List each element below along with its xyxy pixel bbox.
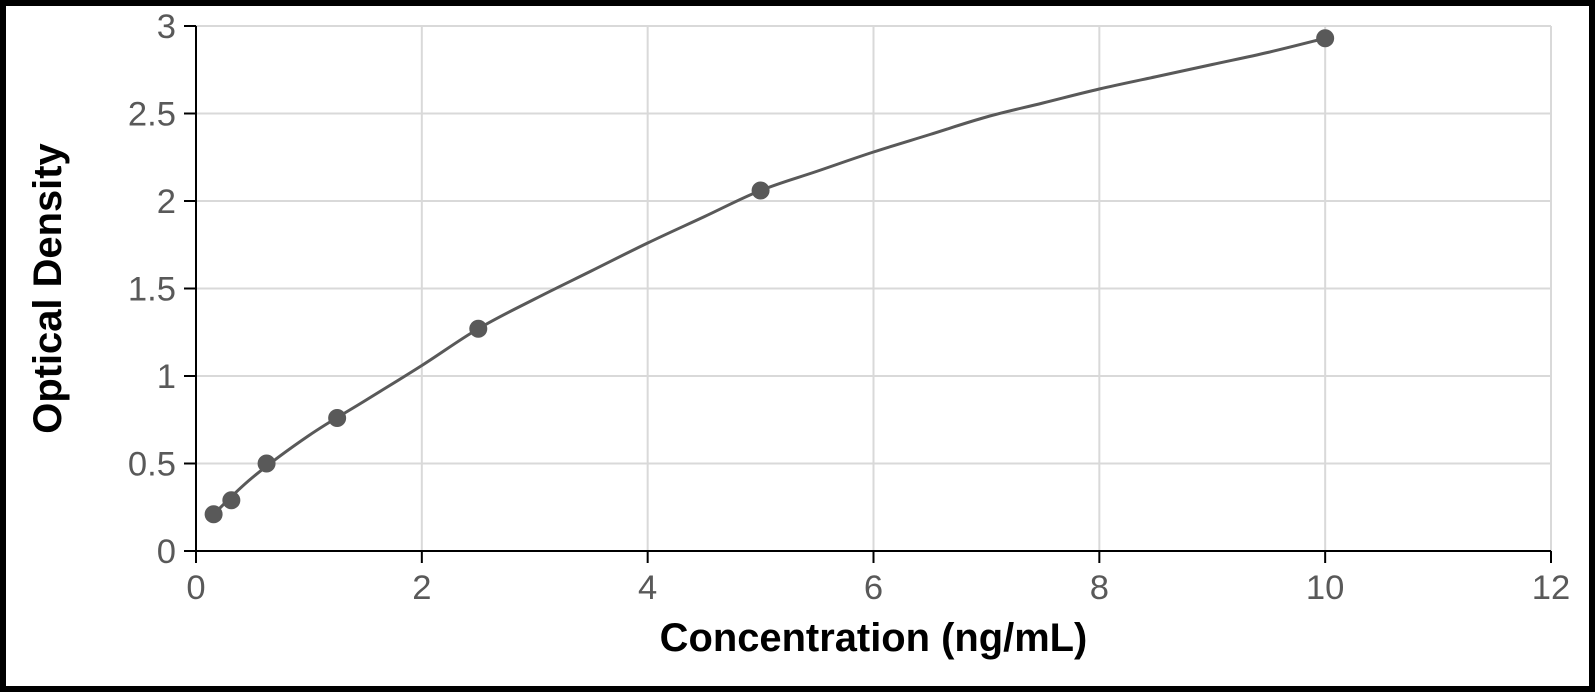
y-tick-label: 2.5	[128, 96, 176, 134]
x-axis-label: Concentration (ng/mL)	[660, 616, 1088, 660]
x-tick-label: 4	[638, 569, 657, 607]
data-point	[258, 455, 276, 473]
data-point	[328, 409, 346, 427]
y-tick-label: 1	[157, 358, 176, 396]
x-tick-label: 10	[1306, 569, 1344, 607]
x-tick-label: 6	[864, 569, 883, 607]
y-tick-label: 2	[157, 183, 176, 221]
y-tick-label: 1.5	[128, 271, 176, 309]
x-tick-label: 0	[186, 569, 205, 607]
y-tick-label: 0.5	[128, 446, 176, 484]
chart-container: 0 2 4 6 8 10 12 0 0.5 1 1.5 2 2.5 3 Concentration (ng/…	[6, 6, 1589, 686]
chart-frame: 0 2 4 6 8 10 12 0 0.5 1 1.5 2 2.5 3 Concentration (ng/…	[0, 0, 1595, 692]
y-tick-label: 0	[157, 533, 176, 571]
x-tick-label: 8	[1090, 569, 1109, 607]
x-tick-label: 2	[412, 569, 431, 607]
y-axis-label: Optical Density	[26, 143, 70, 433]
y-tick-label: 3	[157, 8, 176, 46]
x-tick-label: 12	[1532, 569, 1570, 607]
data-point	[222, 491, 240, 509]
data-point	[752, 182, 770, 200]
data-point	[205, 505, 223, 523]
data-point	[1316, 29, 1334, 47]
standard-curve-chart: 0 2 4 6 8 10 12 0 0.5 1 1.5 2 2.5 3 Concentration (ng/…	[6, 6, 1589, 686]
data-point	[469, 320, 487, 338]
